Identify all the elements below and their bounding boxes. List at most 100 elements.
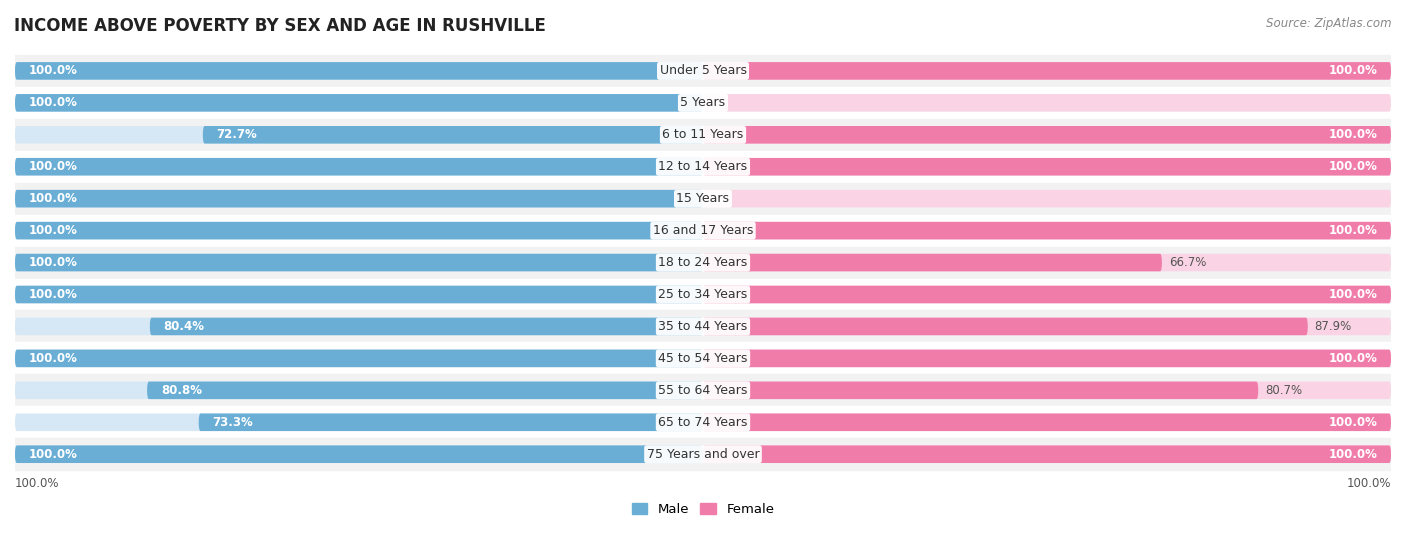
Bar [15,278,1391,310]
Text: 100.0%: 100.0% [28,192,77,205]
FancyBboxPatch shape [15,62,703,80]
Text: 75 Years and over: 75 Years and over [647,448,759,461]
FancyBboxPatch shape [15,62,703,80]
FancyBboxPatch shape [703,254,1391,271]
Bar [15,247,1391,278]
FancyBboxPatch shape [703,414,1391,431]
FancyBboxPatch shape [703,446,1391,463]
FancyBboxPatch shape [703,286,1391,304]
Text: 100.0%: 100.0% [1329,288,1378,301]
Bar [15,310,1391,343]
Text: INCOME ABOVE POVERTY BY SEX AND AGE IN RUSHVILLE: INCOME ABOVE POVERTY BY SEX AND AGE IN R… [14,17,546,35]
Text: 100.0%: 100.0% [1329,64,1378,77]
FancyBboxPatch shape [15,94,703,112]
FancyBboxPatch shape [15,382,703,399]
Text: 100.0%: 100.0% [1329,128,1378,141]
Text: 18 to 24 Years: 18 to 24 Years [658,256,748,269]
Bar [15,87,1391,119]
Text: 66.7%: 66.7% [1168,256,1206,269]
Text: 35 to 44 Years: 35 to 44 Years [658,320,748,333]
FancyBboxPatch shape [703,126,1391,144]
Bar [15,406,1391,438]
Text: 100.0%: 100.0% [15,477,59,490]
FancyBboxPatch shape [703,349,1391,367]
Text: 6 to 11 Years: 6 to 11 Years [662,128,744,141]
FancyBboxPatch shape [198,414,703,431]
FancyBboxPatch shape [150,318,703,335]
FancyBboxPatch shape [703,318,1308,335]
Text: 16 and 17 Years: 16 and 17 Years [652,224,754,237]
Bar [15,183,1391,215]
FancyBboxPatch shape [15,349,703,367]
Text: Under 5 Years: Under 5 Years [659,64,747,77]
FancyBboxPatch shape [703,254,1161,271]
Text: 100.0%: 100.0% [28,96,77,110]
Text: 100.0%: 100.0% [28,352,77,365]
Bar [15,55,1391,87]
Legend: Male, Female: Male, Female [626,498,780,522]
FancyBboxPatch shape [202,126,703,144]
FancyBboxPatch shape [15,158,703,176]
FancyBboxPatch shape [15,158,703,176]
FancyBboxPatch shape [15,414,703,431]
Text: 100.0%: 100.0% [1329,352,1378,365]
Text: 15 Years: 15 Years [676,192,730,205]
Text: 100.0%: 100.0% [28,160,77,173]
Text: 73.3%: 73.3% [212,416,253,429]
FancyBboxPatch shape [703,94,1391,112]
FancyBboxPatch shape [703,190,1391,207]
FancyBboxPatch shape [703,62,1391,80]
FancyBboxPatch shape [703,126,1391,144]
FancyBboxPatch shape [703,349,1391,367]
FancyBboxPatch shape [15,446,703,463]
Text: 80.7%: 80.7% [1265,384,1302,397]
Text: 100.0%: 100.0% [28,256,77,269]
Text: 80.4%: 80.4% [163,320,205,333]
Text: 65 to 74 Years: 65 to 74 Years [658,416,748,429]
FancyBboxPatch shape [15,446,703,463]
Bar [15,343,1391,375]
FancyBboxPatch shape [703,62,1391,80]
Text: 25 to 34 Years: 25 to 34 Years [658,288,748,301]
Text: 45 to 54 Years: 45 to 54 Years [658,352,748,365]
Bar [15,215,1391,247]
FancyBboxPatch shape [703,158,1391,176]
Text: 87.9%: 87.9% [1315,320,1353,333]
FancyBboxPatch shape [15,94,703,112]
FancyBboxPatch shape [15,286,703,304]
Text: 100.0%: 100.0% [1347,477,1391,490]
Text: 100.0%: 100.0% [1329,224,1378,237]
FancyBboxPatch shape [148,382,703,399]
Bar [15,151,1391,183]
Text: 100.0%: 100.0% [1329,160,1378,173]
FancyBboxPatch shape [703,318,1391,335]
FancyBboxPatch shape [15,126,703,144]
FancyBboxPatch shape [15,222,703,239]
Text: 100.0%: 100.0% [28,224,77,237]
FancyBboxPatch shape [15,254,703,271]
Text: 72.7%: 72.7% [217,128,257,141]
Text: 100.0%: 100.0% [1329,416,1378,429]
Text: 5 Years: 5 Years [681,96,725,110]
FancyBboxPatch shape [15,190,703,207]
Text: 55 to 64 Years: 55 to 64 Years [658,384,748,397]
FancyBboxPatch shape [15,222,703,239]
FancyBboxPatch shape [703,222,1391,239]
FancyBboxPatch shape [15,318,703,335]
Text: 100.0%: 100.0% [28,288,77,301]
FancyBboxPatch shape [703,446,1391,463]
Text: 100.0%: 100.0% [1329,448,1378,461]
Text: 12 to 14 Years: 12 to 14 Years [658,160,748,173]
FancyBboxPatch shape [703,382,1391,399]
Bar [15,375,1391,406]
Text: 100.0%: 100.0% [28,448,77,461]
FancyBboxPatch shape [15,254,703,271]
Text: 100.0%: 100.0% [28,64,77,77]
FancyBboxPatch shape [15,349,703,367]
FancyBboxPatch shape [15,190,703,207]
Text: 80.8%: 80.8% [160,384,202,397]
FancyBboxPatch shape [703,222,1391,239]
FancyBboxPatch shape [703,382,1258,399]
FancyBboxPatch shape [703,286,1391,304]
Bar [15,438,1391,470]
